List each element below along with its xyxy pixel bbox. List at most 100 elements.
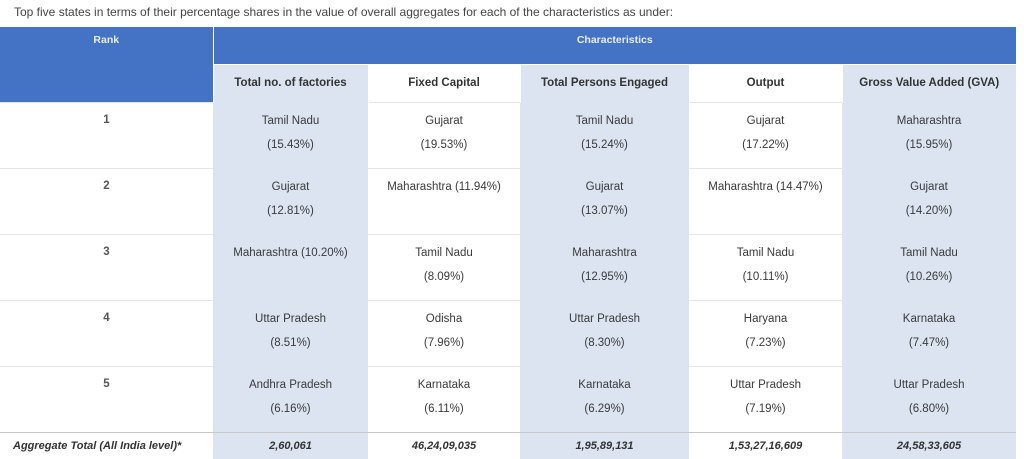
share-percent: (8.51%)	[213, 331, 368, 355]
share-percent: (14.20%)	[842, 199, 1016, 223]
table-cell: Gujarat(13.07%)	[520, 169, 689, 235]
table-cell: Odisha(7.96%)	[368, 301, 520, 367]
state-name: Gujarat	[689, 109, 842, 133]
state-name: Maharashtra	[520, 241, 689, 265]
state-name: Tamil Nadu	[520, 109, 689, 133]
table-cell: Maharashtra (10.20%)	[213, 235, 368, 301]
table-cell: Maharashtra (14.47%)	[689, 169, 842, 235]
state-name: Gujarat	[213, 175, 368, 199]
state-name: Andhra Pradesh	[213, 373, 368, 397]
table-cell: Tamil Nadu(10.26%)	[842, 235, 1016, 301]
total-factories: 2,60,061	[213, 433, 368, 459]
total-fixed-capital: 46,24,09,035	[368, 433, 520, 459]
state-name: Gujarat	[842, 175, 1016, 199]
share-percent: (6.16%)	[213, 397, 368, 421]
table-row: 3 Maharashtra (10.20%) Tamil Nadu(8.09%)…	[0, 235, 1016, 301]
share-percent: (13.07%)	[520, 199, 689, 223]
table-cell: Maharashtra (11.94%)	[368, 169, 520, 235]
state-name: Uttar Pradesh	[520, 307, 689, 331]
share-percent: (15.43%)	[213, 133, 368, 157]
share-percent: (10.20%)	[301, 247, 348, 259]
total-gva: 24,58,33,605	[842, 433, 1016, 459]
table-cell: Uttar Pradesh(8.30%)	[520, 301, 689, 367]
total-persons-engaged: 1,95,89,131	[520, 433, 689, 459]
aggregate-total-row: Aggregate Total (All India level)* 2,60,…	[0, 433, 1016, 459]
column-header-factories: Total no. of factories	[213, 64, 368, 102]
state-name: Odisha	[368, 307, 520, 331]
column-header-gva: Gross Value Added (GVA)	[842, 64, 1016, 102]
share-percent: (17.22%)	[689, 133, 842, 157]
table-cell: Tamil Nadu(10.11%)	[689, 235, 842, 301]
table-cell: Maharashtra(12.95%)	[520, 235, 689, 301]
characteristics-header: Characteristics	[213, 27, 1016, 64]
table-cell: Tamil Nadu(15.24%)	[520, 103, 689, 169]
share-percent: (14.47%)	[776, 181, 823, 193]
table-cell: Karnataka(6.29%)	[520, 367, 689, 433]
share-percent: (19.53%)	[368, 133, 520, 157]
state-name: Haryana	[689, 307, 842, 331]
state-name: Gujarat	[520, 175, 689, 199]
state-name: Tamil Nadu	[213, 109, 368, 133]
table-cell: Uttar Pradesh(7.19%)	[689, 367, 842, 433]
share-percent: (15.24%)	[520, 133, 689, 157]
table-cell: Gujarat(12.81%)	[213, 169, 368, 235]
column-header-persons-engaged: Total Persons Engaged	[520, 64, 689, 102]
state-name: Maharashtra	[387, 181, 452, 193]
state-name: Uttar Pradesh	[213, 307, 368, 331]
table-cell: Gujarat(17.22%)	[689, 103, 842, 169]
state-name: Tamil Nadu	[842, 241, 1016, 265]
share-percent: (11.94%)	[455, 181, 501, 193]
state-name: Uttar Pradesh	[689, 373, 842, 397]
share-percent: (6.29%)	[520, 397, 689, 421]
share-percent: (6.80%)	[842, 397, 1016, 421]
table-row: 5 Andhra Pradesh(6.16%) Karnataka(6.11%)…	[0, 367, 1016, 433]
share-percent: (7.19%)	[689, 397, 842, 421]
rank-cell: 5	[0, 367, 213, 433]
aggregate-total-label: Aggregate Total (All India level)*	[0, 433, 213, 459]
state-name: Tamil Nadu	[368, 241, 520, 265]
table-cell: Karnataka(6.11%)	[368, 367, 520, 433]
state-name: Maharashtra	[708, 181, 773, 193]
rank-cell: 3	[0, 235, 213, 301]
state-name: Uttar Pradesh	[842, 373, 1016, 397]
table-cell: Haryana(7.23%)	[689, 301, 842, 367]
state-name: Karnataka	[842, 307, 1016, 331]
intro-text: Top five states in terms of their percen…	[14, 5, 673, 19]
table-cell: Uttar Pradesh(8.51%)	[213, 301, 368, 367]
table-cell: Tamil Nadu(8.09%)	[368, 235, 520, 301]
share-percent: (10.11%)	[689, 265, 842, 289]
top-states-table: Rank Characteristics Total no. of factor…	[0, 27, 1016, 459]
table-row: 4 Uttar Pradesh(8.51%) Odisha(7.96%) Utt…	[0, 301, 1016, 367]
share-percent: (15.95%)	[842, 133, 1016, 157]
rank-header: Rank	[0, 27, 213, 103]
share-percent: (8.09%)	[368, 265, 520, 289]
share-percent: (12.81%)	[213, 199, 368, 223]
state-name: Gujarat	[368, 109, 520, 133]
share-percent: (7.23%)	[689, 331, 842, 355]
table-cell: Karnataka(7.47%)	[842, 301, 1016, 367]
share-percent: (6.11%)	[368, 397, 520, 421]
table-cell: Andhra Pradesh(6.16%)	[213, 367, 368, 433]
share-percent: (10.26%)	[842, 265, 1016, 289]
column-header-fixed-capital: Fixed Capital	[368, 64, 520, 102]
share-percent: (12.95%)	[520, 265, 689, 289]
rank-cell: 2	[0, 169, 213, 235]
rank-cell: 1	[0, 103, 213, 169]
rank-cell: 4	[0, 301, 213, 367]
share-percent: (8.30%)	[520, 331, 689, 355]
state-name: Karnataka	[368, 373, 520, 397]
total-output: 1,53,27,16,609	[689, 433, 842, 459]
table-cell: Uttar Pradesh(6.80%)	[842, 367, 1016, 433]
table-cell: Maharashtra(15.95%)	[842, 103, 1016, 169]
state-name: Maharashtra	[842, 109, 1016, 133]
share-percent: (7.96%)	[368, 331, 520, 355]
table-cell: Gujarat(19.53%)	[368, 103, 520, 169]
share-percent: (7.47%)	[842, 331, 1016, 355]
table-row: 2 Gujarat(12.81%) Maharashtra (11.94%) G…	[0, 169, 1016, 235]
state-name: Maharashtra	[233, 247, 298, 259]
state-name: Tamil Nadu	[689, 241, 842, 265]
table-cell: Tamil Nadu(15.43%)	[213, 103, 368, 169]
table-row: 1 Tamil Nadu(15.43%) Gujarat(19.53%) Tam…	[0, 103, 1016, 169]
state-name: Karnataka	[520, 373, 689, 397]
column-header-output: Output	[689, 64, 842, 102]
